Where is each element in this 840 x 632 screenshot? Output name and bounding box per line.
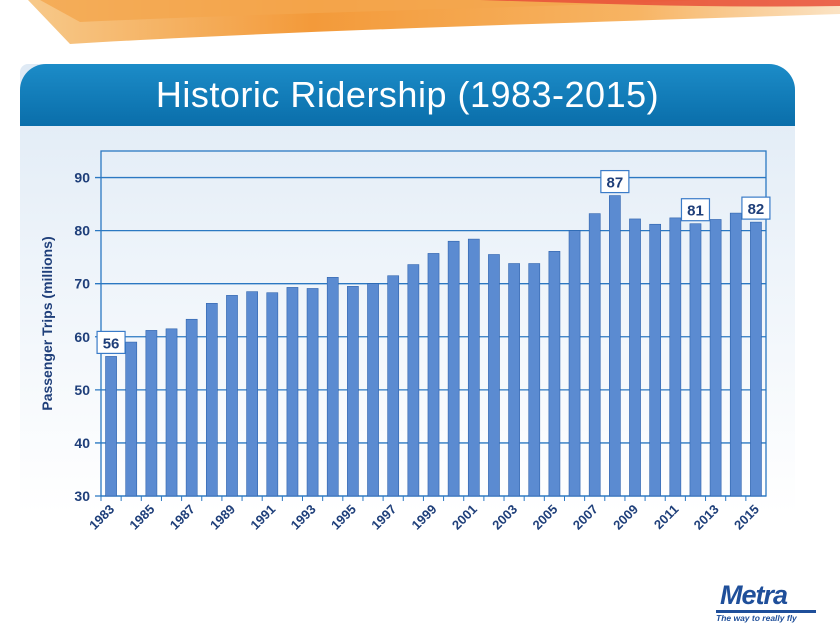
bar-1992 [286, 287, 299, 497]
data-label-2015: 82 [748, 201, 765, 218]
bar-1987 [185, 318, 198, 497]
y-tick-label: 60 [74, 329, 90, 345]
logo-tagline: The way to really fly [716, 613, 797, 623]
bar-2002 [488, 254, 500, 497]
bar-1996 [367, 283, 379, 497]
decorative-top-stripe [28, 0, 840, 44]
logo-wordmark: Metra [720, 580, 788, 610]
x-tick-label-1983: 1983 [86, 502, 117, 533]
bar-2012 [689, 223, 702, 497]
bar-1985 [145, 330, 158, 497]
x-tick-label-2005: 2005 [529, 502, 560, 533]
x-tick-label-2015: 2015 [731, 502, 762, 533]
bar-2000 [447, 240, 460, 497]
bar-1989 [226, 295, 238, 497]
x-tick-label-2001: 2001 [449, 502, 480, 533]
data-label-box-1983 [96, 330, 126, 355]
bar-2005 [548, 251, 561, 497]
bar-1994 [326, 277, 339, 497]
y-tick-label: 40 [74, 435, 90, 451]
bar-1999 [427, 253, 440, 497]
logo-underline [716, 610, 816, 613]
x-tick-label-2009: 2009 [610, 502, 641, 533]
bar-2006 [568, 230, 581, 497]
bar-2009 [629, 218, 641, 497]
x-tick-label-1997: 1997 [368, 502, 399, 533]
slide-title: Historic Ridership (1983-2015) [155, 74, 660, 115]
bar-1997 [387, 275, 400, 497]
x-tick-label-1987: 1987 [167, 502, 198, 533]
bar-1990 [246, 291, 258, 497]
data-label-2008: 87 [607, 175, 624, 192]
bar-1984 [125, 341, 138, 497]
y-axis-label: Passenger Trips (millions) [39, 236, 55, 410]
bar-1983 [105, 356, 117, 497]
bar-2013 [709, 219, 722, 497]
x-tick-label-1991: 1991 [247, 502, 278, 533]
bar-1988 [205, 303, 218, 497]
bar-2008 [609, 195, 621, 497]
data-label-box-2015 [741, 196, 771, 220]
stripe-red [480, 0, 840, 7]
y-tick-label: 80 [74, 223, 90, 239]
x-tick-label-2013: 2013 [691, 502, 722, 533]
bar-2004 [528, 263, 541, 497]
data-label-1983: 56 [103, 335, 120, 352]
y-tick-label: 90 [74, 170, 90, 186]
x-tick-label-1993: 1993 [288, 502, 319, 533]
x-tick-label-2011: 2011 [651, 502, 682, 533]
y-tick-label: 50 [74, 382, 90, 398]
y-tick-label: 30 [74, 488, 90, 504]
bar-1993 [306, 288, 319, 497]
bar-1998 [407, 264, 420, 497]
stripe-orange-dark [40, 0, 700, 22]
x-tick-label-2003: 2003 [489, 502, 520, 533]
bar-1995 [347, 286, 359, 497]
bar-2011 [669, 217, 682, 497]
bar-2014 [729, 212, 742, 497]
x-tick-label-1995: 1995 [328, 502, 359, 533]
x-tick-label-2007: 2007 [570, 502, 601, 533]
bar-2001 [467, 238, 480, 497]
bar-2010 [649, 223, 662, 497]
y-tick-label: 70 [74, 276, 90, 292]
bar-1986 [165, 328, 178, 497]
data-label-2012: 81 [687, 203, 704, 220]
data-label-box-2012 [680, 198, 711, 222]
data-label-box-2008 [600, 169, 630, 194]
x-tick-label-1985: 1985 [126, 502, 157, 533]
metra-logo: Metra The way to really fly [712, 580, 822, 624]
bar-1991 [266, 292, 279, 497]
title-bar: Historic Ridership (1983-2015) [20, 64, 795, 126]
bar-2007 [588, 213, 601, 497]
bar-2015 [750, 221, 762, 497]
x-tick-label-1989: 1989 [207, 502, 238, 533]
bar-2003 [508, 263, 520, 497]
x-tick-label-1999: 1999 [409, 502, 440, 533]
